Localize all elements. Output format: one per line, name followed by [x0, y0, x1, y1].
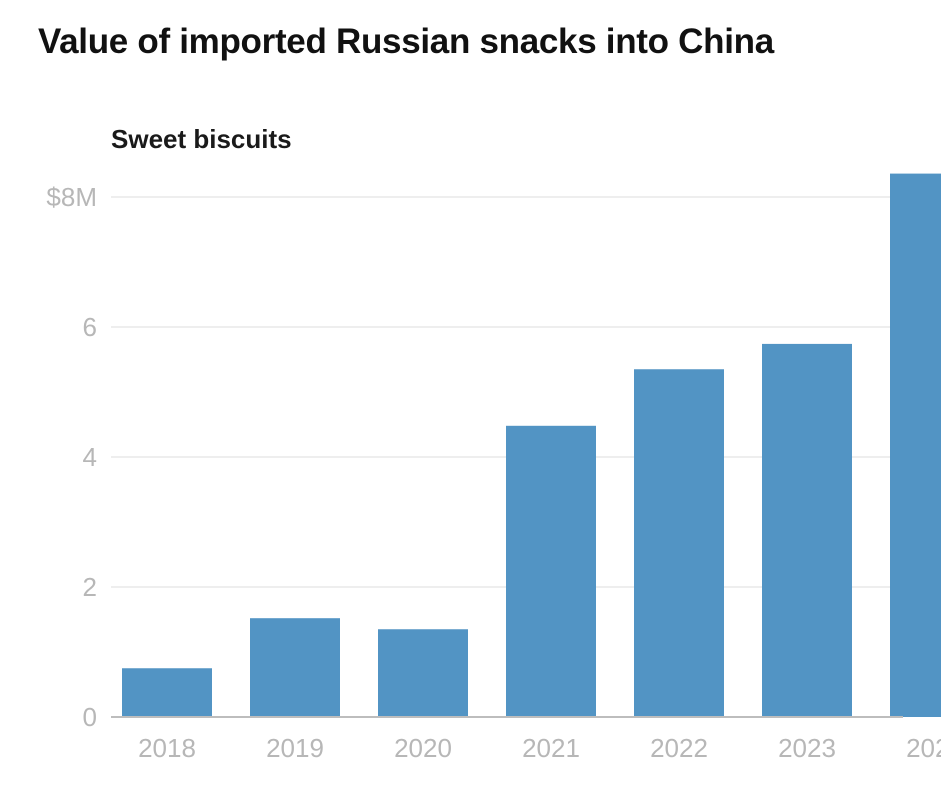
bar-2023 — [762, 343, 852, 717]
y-tick-label-0: 0 — [83, 702, 97, 732]
bar-2024 — [890, 173, 941, 718]
bar-2021 — [506, 425, 596, 717]
bar-2018 — [122, 668, 212, 717]
chart-subtitle: Sweet biscuits — [111, 124, 292, 154]
x-tick-label-2023: 2023 — [778, 733, 836, 763]
x-tick-label-2024: 2024 — [906, 733, 941, 763]
bars — [122, 173, 941, 718]
y-tick-label-4: 4 — [83, 442, 97, 472]
x-tick-labels: 2018 2019 2020 2021 2022 2023 2024 — [138, 733, 941, 763]
y-tick-label-2: 2 — [83, 572, 97, 602]
bar-2022 — [634, 369, 724, 717]
bar-2019 — [250, 618, 340, 717]
x-tick-label-2020: 2020 — [394, 733, 452, 763]
y-tick-labels: 0 2 4 6 $8M — [46, 182, 97, 732]
y-tick-label-6: 6 — [83, 312, 97, 342]
x-tick-label-2022: 2022 — [650, 733, 708, 763]
chart-title: Value of imported Russian snacks into Ch… — [38, 22, 774, 61]
x-tick-label-2018: 2018 — [138, 733, 196, 763]
bar-2020 — [378, 629, 468, 717]
y-tick-label-8: $8M — [46, 182, 97, 212]
x-tick-label-2021: 2021 — [522, 733, 580, 763]
x-tick-label-2019: 2019 — [266, 733, 324, 763]
